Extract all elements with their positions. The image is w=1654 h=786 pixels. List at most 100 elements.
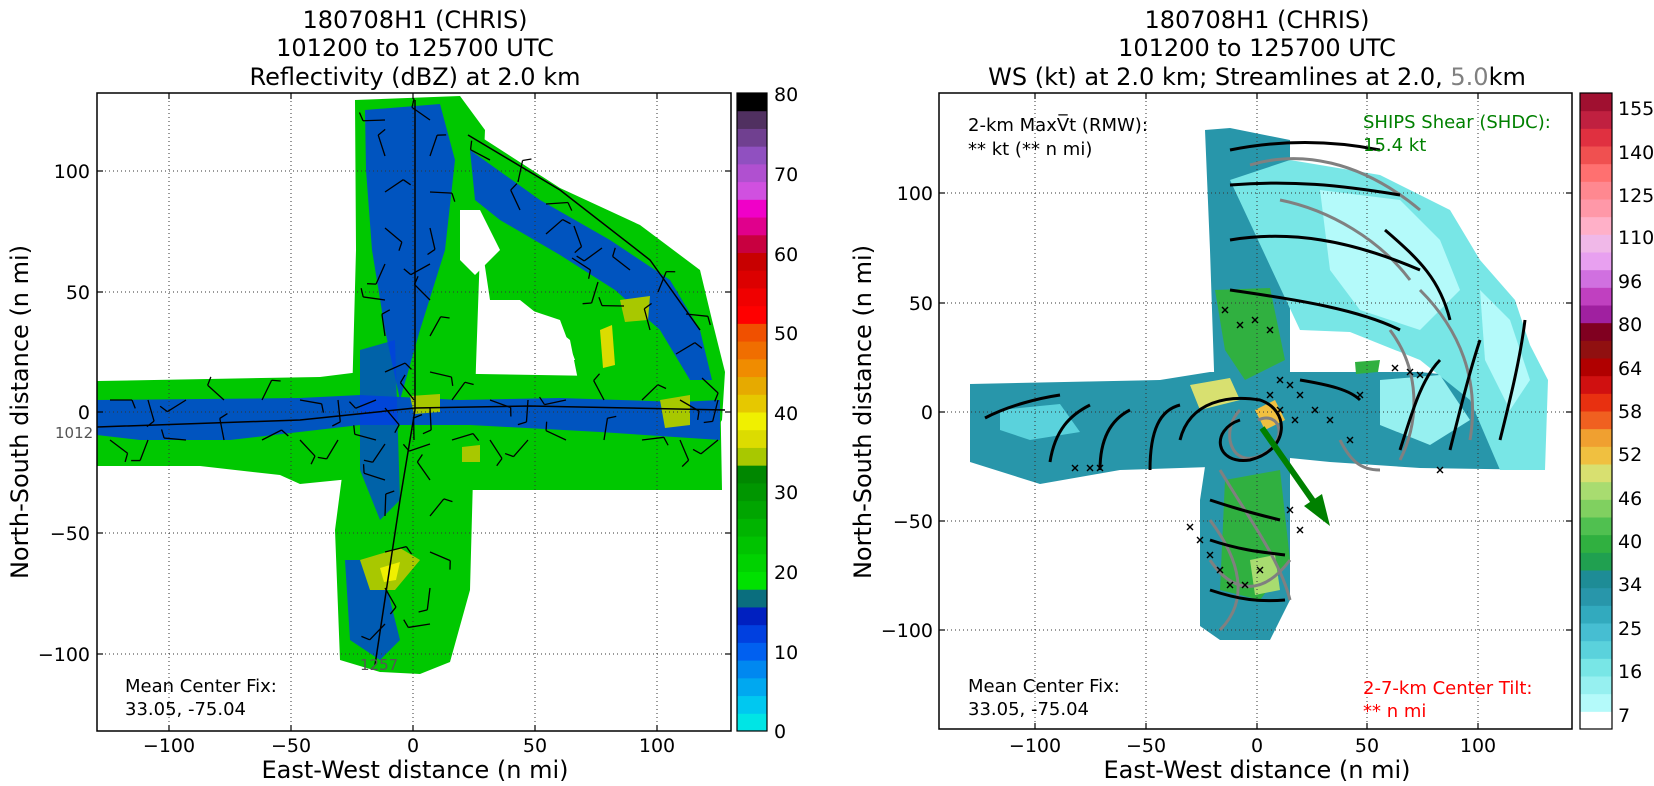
left-flight-track [96, 100, 726, 666]
center-mark [1311, 406, 1319, 414]
wind-barb-flag [510, 183, 518, 191]
right-cbar-swatch [1580, 534, 1612, 553]
right-cbar-swatch [1580, 711, 1612, 730]
wind-barb-flag [697, 410, 700, 420]
left-track-label-start: 1012 [55, 424, 93, 442]
wind-barb-flag [598, 296, 603, 306]
wind-barb-flag [385, 490, 395, 495]
center-mark [1216, 566, 1224, 574]
wind-barb-shaft [429, 407, 432, 431]
left-y-tick-labels: 100 50 0 −50 −100 [38, 161, 90, 666]
wind-barb-flag [404, 362, 412, 370]
right-ytick: 100 [897, 183, 933, 205]
left-cbar-swatch [737, 482, 767, 502]
right-cbar-label: 64 [1618, 358, 1642, 380]
left-xtick: 0 [407, 735, 419, 757]
right-shear-arrow [1259, 426, 1330, 526]
center-mark [1356, 391, 1364, 399]
left-cbar-swatch [737, 110, 767, 129]
right-streamlines-2km [984, 141, 1527, 603]
wind-barb-shaft [679, 439, 690, 461]
wind-barb-flag [472, 433, 480, 442]
wind-barb-shaft [590, 281, 599, 304]
wind-barb-flag [451, 192, 456, 202]
wind-barb-shaft [701, 377, 719, 394]
left-xtick: −50 [271, 735, 311, 757]
wind-barb-shaft [354, 433, 377, 441]
right-x-axis-label: East-West distance (n mi) [1103, 756, 1410, 784]
center-mark [1086, 464, 1094, 472]
wind-barb-flag [539, 396, 546, 405]
wind-barb-shaft [375, 263, 386, 285]
wind-barb-shaft [583, 247, 603, 262]
wind-barb-flag [681, 459, 690, 467]
right-cbar-swatch [1580, 234, 1612, 253]
wind-barb-shaft [261, 429, 282, 441]
wind-barb-flag [469, 140, 473, 150]
right-center-tilt-value: ** n mi [1363, 701, 1426, 722]
right-maxvt-value: ** kt (** n mi) [968, 139, 1092, 160]
wind-barb-flag [522, 158, 532, 162]
right-xtick: 100 [1460, 735, 1496, 757]
right-y-axis-label: North-South distance (n mi) [849, 245, 877, 579]
center-mark [1276, 376, 1284, 384]
wind-barb-shaft [544, 399, 567, 406]
left-cbar-swatch [737, 695, 767, 714]
center-mark [1196, 536, 1204, 544]
wind-barb-shaft [429, 371, 452, 378]
right-cbar-label: 16 [1618, 661, 1642, 683]
wind-barb-flag [643, 302, 652, 310]
wind-barb-shaft [489, 439, 503, 459]
left-cbar-label: 0 [774, 721, 786, 743]
wind-barb-shaft [410, 263, 431, 276]
wind-barb-flag [361, 635, 370, 641]
right-cbar-swatch [1580, 464, 1612, 483]
left-cbar-swatch [737, 199, 767, 218]
wind-barb-flag [427, 248, 436, 256]
left-cbar-swatch [737, 376, 767, 395]
left-xtick: 100 [639, 735, 675, 757]
right-ships-shear-value: 15.4 kt [1363, 135, 1426, 156]
wind-barb-flag [464, 381, 474, 386]
left-cbar-label: 50 [774, 323, 798, 345]
wind-barb-flag [663, 437, 669, 446]
right-cbar-label: 125 [1618, 185, 1654, 207]
wind-barb-shaft [612, 255, 631, 271]
right-cbar-swatch [1580, 269, 1612, 288]
wind-barb-shaft [510, 189, 521, 211]
left-cbar-swatch [737, 713, 767, 732]
left-cbar-swatch [737, 181, 767, 200]
left-cbar-swatch [737, 412, 767, 431]
right-cbar-swatch [1580, 93, 1612, 112]
right-title-line2: 101200 to 125700 UTC [1118, 34, 1396, 62]
center-mark [1436, 466, 1444, 474]
left-cbar-swatch [737, 305, 767, 324]
left-cbar-swatch [737, 163, 767, 183]
wind-barb-shaft [603, 418, 609, 441]
wind-barb-flag [707, 316, 711, 326]
wind-barb-flag [440, 316, 450, 319]
center-mark [1276, 406, 1284, 414]
wind-barb-shaft [219, 418, 225, 441]
wind-barb-shaft [166, 399, 187, 413]
wind-barb-shaft [593, 380, 605, 401]
wind-barb-flag [159, 405, 168, 413]
right-maxvt-label: 2-km MaxV̅t (RMW): [968, 114, 1148, 136]
left-cbar-swatch [737, 447, 767, 466]
left-cbar-label: 40 [774, 403, 798, 425]
right-title-line1: 180708H1 (CHRIS) [1144, 6, 1369, 34]
left-title-line1: 180708H1 (CHRIS) [302, 6, 527, 34]
right-cbar-swatch [1580, 693, 1612, 712]
right-cbar-swatch [1580, 446, 1612, 465]
wind-barb-shaft [513, 439, 529, 458]
wind-barb-shaft [384, 546, 407, 553]
right-cbar-label: 25 [1618, 618, 1642, 640]
center-mark [1241, 581, 1249, 589]
wind-barb-flag [657, 384, 667, 390]
wind-barb-flag [281, 429, 289, 437]
left-cbar-swatch [737, 465, 767, 484]
left-cbar-label: 30 [774, 482, 798, 504]
left-cbar-swatch [737, 128, 767, 147]
right-cbar-swatch [1580, 252, 1612, 271]
wind-barb-shaft [657, 271, 667, 293]
